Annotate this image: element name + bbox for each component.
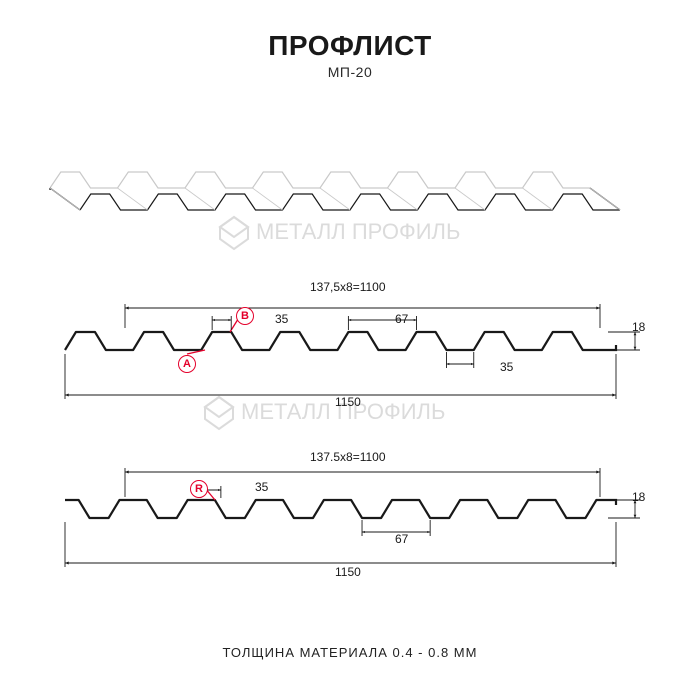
iso-view: [0, 130, 700, 250]
dim-upper-gapbot: 35: [500, 360, 513, 374]
dim-upper-bottom: 1150: [335, 395, 361, 409]
badge-a: A: [178, 355, 196, 373]
section-upper: [0, 280, 700, 450]
dim-lower-flange: 35: [255, 480, 268, 494]
dim-lower-top: 137.5x8=1100: [310, 450, 386, 464]
dim-upper-top: 137,5x8=1100: [310, 280, 386, 294]
dim-lower-h: 18: [632, 490, 645, 504]
dim-upper-h: 18: [632, 320, 645, 334]
dim-upper-gaptop: 67: [395, 312, 408, 326]
dim-upper-flange: 35: [275, 312, 288, 326]
caption: ТОЛЩИНА МАТЕРИАЛА 0.4 - 0.8 ММ: [0, 645, 700, 660]
dim-lower-bottom: 1150: [335, 565, 361, 579]
section-lower: [0, 450, 700, 620]
badge-b: B: [236, 307, 254, 325]
dim-lower-gaptop: 67: [395, 532, 408, 546]
diagram-stage: ПРОФЛИСТ МП-20 МЕТАЛЛ ПРОФИЛЬ МЕТАЛЛ ПРО…: [0, 0, 700, 700]
badge-r: R: [190, 480, 208, 498]
